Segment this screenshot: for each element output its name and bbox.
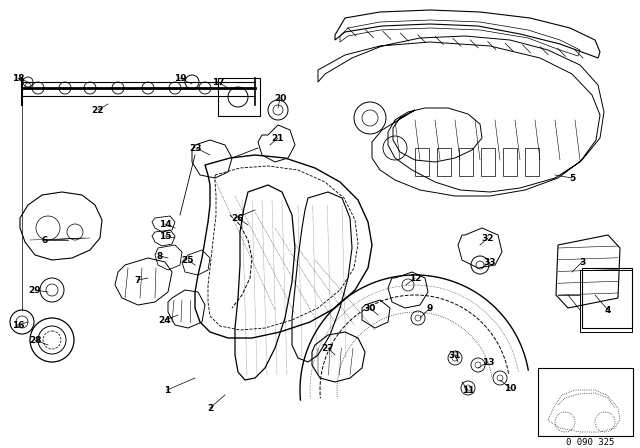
- Text: 4: 4: [605, 306, 611, 314]
- Text: 7: 7: [135, 276, 141, 284]
- Circle shape: [169, 82, 181, 94]
- Text: 17: 17: [212, 78, 224, 86]
- Circle shape: [142, 82, 154, 94]
- Circle shape: [112, 82, 124, 94]
- Text: 23: 23: [189, 143, 202, 152]
- Text: 20: 20: [274, 94, 286, 103]
- Text: 2: 2: [207, 404, 213, 413]
- Text: 19: 19: [173, 73, 186, 82]
- Text: 26: 26: [232, 214, 244, 223]
- FancyBboxPatch shape: [538, 368, 633, 436]
- Text: 16: 16: [12, 320, 24, 329]
- Text: 22: 22: [92, 105, 104, 115]
- Circle shape: [226, 82, 238, 94]
- Text: 32: 32: [482, 233, 494, 242]
- Text: 10: 10: [504, 383, 516, 392]
- Text: 5: 5: [569, 173, 575, 182]
- Text: 29: 29: [29, 285, 42, 294]
- Text: 6: 6: [42, 236, 48, 245]
- Text: 3: 3: [579, 258, 585, 267]
- Text: 13: 13: [482, 358, 494, 366]
- Text: 27: 27: [322, 344, 334, 353]
- Text: 28: 28: [29, 336, 41, 345]
- FancyBboxPatch shape: [218, 78, 260, 116]
- Circle shape: [32, 82, 44, 94]
- Text: 30: 30: [364, 303, 376, 313]
- Text: 21: 21: [272, 134, 284, 142]
- Text: 11: 11: [461, 385, 474, 395]
- Text: 14: 14: [159, 220, 172, 228]
- Text: 9: 9: [427, 303, 433, 313]
- Text: 12: 12: [409, 273, 421, 283]
- Text: 15: 15: [159, 232, 172, 241]
- Text: 24: 24: [159, 315, 172, 324]
- Text: 1: 1: [164, 385, 170, 395]
- Text: 18: 18: [12, 73, 24, 82]
- Text: 8: 8: [157, 251, 163, 260]
- Circle shape: [199, 82, 211, 94]
- Text: 31: 31: [449, 350, 461, 359]
- Text: 33: 33: [484, 258, 496, 267]
- Circle shape: [84, 82, 96, 94]
- Circle shape: [59, 82, 71, 94]
- Text: 25: 25: [182, 255, 195, 264]
- Text: 0 090 325: 0 090 325: [566, 438, 614, 447]
